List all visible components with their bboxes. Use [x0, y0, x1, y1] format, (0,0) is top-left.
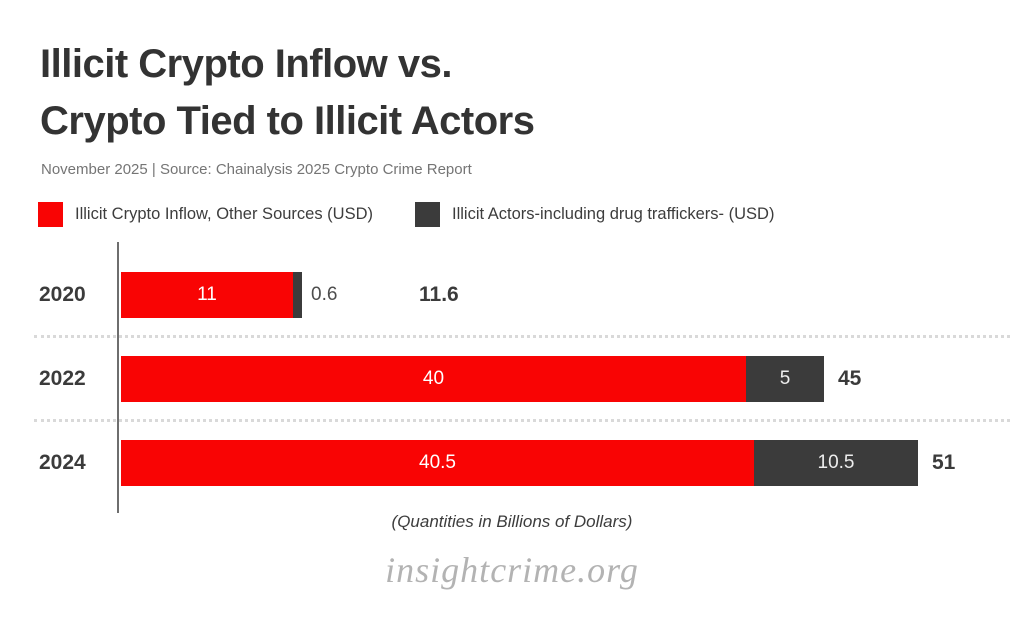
- bar-segment-red-2022: 40: [121, 356, 746, 402]
- legend-item-illicit-actors: Illicit Actors-including drug trafficker…: [415, 202, 774, 227]
- legend-item-illicit-inflow: Illicit Crypto Inflow, Other Sources (US…: [38, 202, 373, 227]
- bar-segment-dark-2024: 10.5: [754, 440, 918, 486]
- legend-label-illicit-actors: Illicit Actors-including drug trafficker…: [452, 205, 775, 223]
- legend-swatch-dark: [415, 202, 440, 227]
- chart-subtitle: November 2025 | Source: Chainalysis 2025…: [41, 161, 472, 178]
- row-year-label-2020: 2020: [39, 283, 86, 306]
- units-caption: (Quantities in Billions of Dollars): [391, 512, 633, 531]
- bar-segment-red-2020: 11: [121, 272, 293, 318]
- legend-swatch-red: [38, 202, 63, 227]
- chart-title: Illicit Crypto Inflow vs. Crypto Tied to…: [40, 42, 535, 143]
- bar-segment-dark-2020: [293, 272, 302, 318]
- legend: Illicit Crypto Inflow, Other Sources (US…: [38, 202, 774, 227]
- row-year-label-2022: 2022: [39, 367, 86, 390]
- bar-segment-dark-2022: 5: [746, 356, 824, 402]
- bar-total-label-2022: 45: [838, 367, 862, 390]
- bar-value-label-dark-2020: 0.6: [311, 284, 338, 305]
- row-year-label-2024: 2024: [39, 451, 86, 474]
- legend-label-illicit-inflow: Illicit Crypto Inflow, Other Sources (US…: [75, 205, 373, 223]
- bar-total-label-2024: 51: [932, 451, 956, 474]
- row-separator-1: [34, 335, 1010, 338]
- y-axis-line: [117, 242, 119, 513]
- bar-segment-red-2024: 40.5: [121, 440, 754, 486]
- bar-total-label-2020: 11.6: [419, 283, 459, 306]
- row-separator-2: [34, 419, 1010, 422]
- watermark-insightcrime: insightcrime.org: [385, 550, 639, 590]
